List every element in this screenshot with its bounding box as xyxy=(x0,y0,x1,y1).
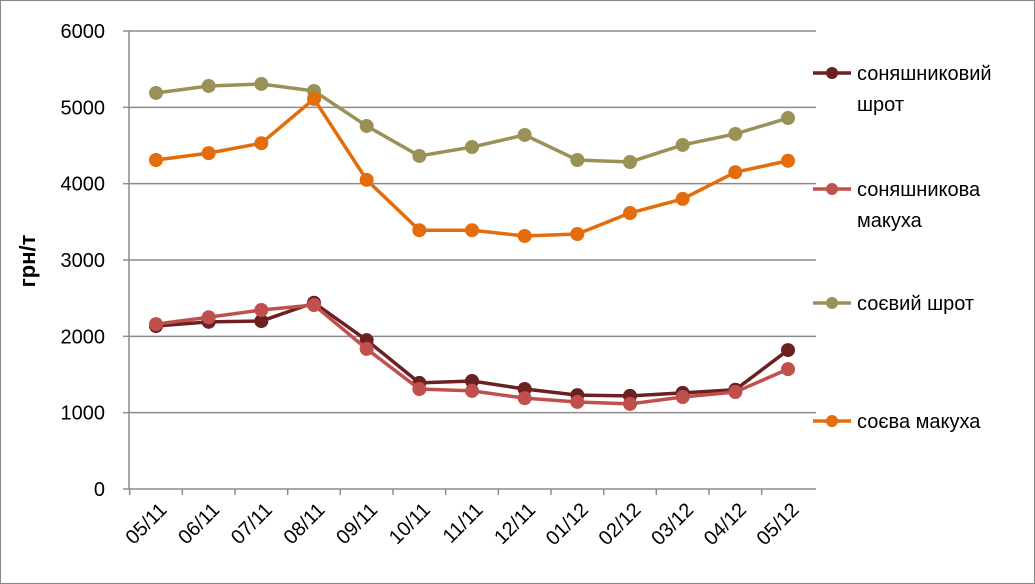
data-point xyxy=(465,373,479,388)
data-point xyxy=(149,317,163,332)
data-point xyxy=(675,137,690,152)
data-point xyxy=(570,394,585,409)
legend: соняшниковий шрот соняшникова макуха соєвий … xyxy=(813,63,992,433)
legend-label: макуха xyxy=(857,210,923,232)
y-tick-label: 6000 xyxy=(61,21,106,43)
data-point xyxy=(517,391,532,406)
data-point xyxy=(359,341,374,356)
data-point xyxy=(623,206,637,221)
data-point xyxy=(307,298,321,313)
data-point xyxy=(623,396,637,411)
data-point xyxy=(201,146,216,161)
data-point xyxy=(675,390,690,405)
data-point xyxy=(149,85,163,100)
data-point xyxy=(307,91,321,106)
y-axis-ticks: 0 1000 2000 3000 4000 5000 6000 xyxy=(61,21,129,501)
legend-swatch-marker xyxy=(826,415,838,427)
x-axis-ticks: 05/11 06/11 07/11 08/11 09/11 10/11 11/11 12/11… xyxy=(122,489,804,550)
series-lines xyxy=(149,76,795,411)
series-3 xyxy=(149,76,795,169)
y-tick-label: 0 xyxy=(94,479,105,501)
data-point xyxy=(201,78,216,93)
legend-swatch-marker xyxy=(826,297,838,309)
data-point xyxy=(570,227,585,242)
legend-label: шрот xyxy=(857,94,904,116)
data-point xyxy=(517,127,532,142)
data-point xyxy=(728,385,743,400)
gridlines xyxy=(128,30,816,490)
x-tick-label: 04/12 xyxy=(700,499,751,550)
y-axis-label: грн/т xyxy=(15,234,40,287)
data-point xyxy=(728,165,743,180)
x-tick-label: 05/12 xyxy=(753,499,804,550)
data-point xyxy=(781,362,795,377)
x-tick-label: 10/11 xyxy=(385,499,435,549)
data-point xyxy=(781,343,795,358)
data-point xyxy=(254,76,269,91)
x-tick-label: 09/11 xyxy=(332,499,382,549)
x-tick-label: 08/11 xyxy=(280,499,330,549)
y-tick-label: 4000 xyxy=(61,174,106,196)
data-point xyxy=(359,172,374,187)
y-tick-label: 5000 xyxy=(61,97,106,119)
data-point xyxy=(623,154,637,169)
data-point xyxy=(465,383,479,398)
data-point xyxy=(254,136,269,151)
legend-swatch-marker xyxy=(826,183,838,195)
x-tick-label: 02/12 xyxy=(595,499,646,550)
data-point xyxy=(412,223,427,238)
series-4 xyxy=(149,91,795,243)
data-point xyxy=(728,126,743,141)
x-tick-label: 01/12 xyxy=(542,499,593,550)
data-point xyxy=(675,191,690,206)
legend-label: соєва макуха xyxy=(857,411,981,433)
legend-label: соєвий шрот xyxy=(857,293,974,315)
series-line xyxy=(155,97,789,238)
x-tick-label: 11/11 xyxy=(439,499,488,548)
x-tick-label: 12/11 xyxy=(490,499,540,549)
data-point xyxy=(412,382,427,397)
series-2 xyxy=(149,298,795,411)
y-tick-label: 3000 xyxy=(61,250,106,272)
y-tick-label: 2000 xyxy=(61,326,106,348)
data-point xyxy=(254,314,269,329)
data-point xyxy=(149,153,163,168)
data-point xyxy=(201,310,216,325)
legend-label: соняшникова xyxy=(857,179,981,201)
x-tick-label: 05/11 xyxy=(122,499,172,549)
data-point xyxy=(254,302,269,317)
data-point xyxy=(465,223,479,238)
data-point xyxy=(359,118,374,133)
legend-swatch-marker xyxy=(826,67,838,79)
data-point xyxy=(781,111,795,126)
data-point xyxy=(570,153,585,168)
x-tick-label: 07/11 xyxy=(227,499,277,549)
data-point xyxy=(517,228,532,243)
y-tick-label: 1000 xyxy=(61,403,106,425)
data-point xyxy=(412,148,427,163)
x-tick-label: 06/11 xyxy=(174,499,224,549)
x-tick-label: 03/12 xyxy=(647,499,698,550)
data-point xyxy=(465,140,479,155)
data-point xyxy=(781,153,795,168)
legend-label: соняшниковий xyxy=(857,63,992,85)
